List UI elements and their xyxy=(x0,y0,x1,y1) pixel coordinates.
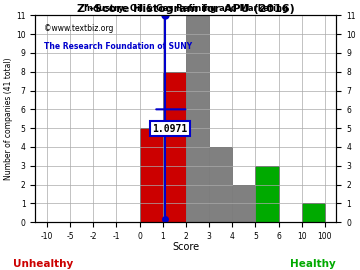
Bar xyxy=(163,72,186,222)
Text: Healthy: Healthy xyxy=(290,259,336,269)
Bar xyxy=(255,166,279,222)
Bar xyxy=(140,128,163,222)
Bar xyxy=(186,15,209,222)
Bar xyxy=(302,203,325,222)
Text: 1.0971: 1.0971 xyxy=(152,124,188,134)
Bar xyxy=(255,166,279,222)
Text: Industry: Oil & Gas Refining and Marketing: Industry: Oil & Gas Refining and Marketi… xyxy=(84,4,288,13)
Text: The Research Foundation of SUNY: The Research Foundation of SUNY xyxy=(44,42,193,51)
Bar xyxy=(232,185,255,222)
Bar xyxy=(186,15,209,222)
Title: Z’-Score Histogram for APU (2016): Z’-Score Histogram for APU (2016) xyxy=(77,5,295,15)
Text: ©www.textbiz.org: ©www.textbiz.org xyxy=(44,23,114,32)
Bar xyxy=(232,185,255,222)
Bar xyxy=(302,203,325,222)
Bar xyxy=(209,147,232,222)
Text: Unhealthy: Unhealthy xyxy=(13,259,73,269)
Bar xyxy=(163,72,186,222)
Bar xyxy=(140,128,163,222)
Bar xyxy=(209,147,232,222)
X-axis label: Score: Score xyxy=(172,242,199,252)
Y-axis label: Number of companies (41 total): Number of companies (41 total) xyxy=(4,58,13,180)
